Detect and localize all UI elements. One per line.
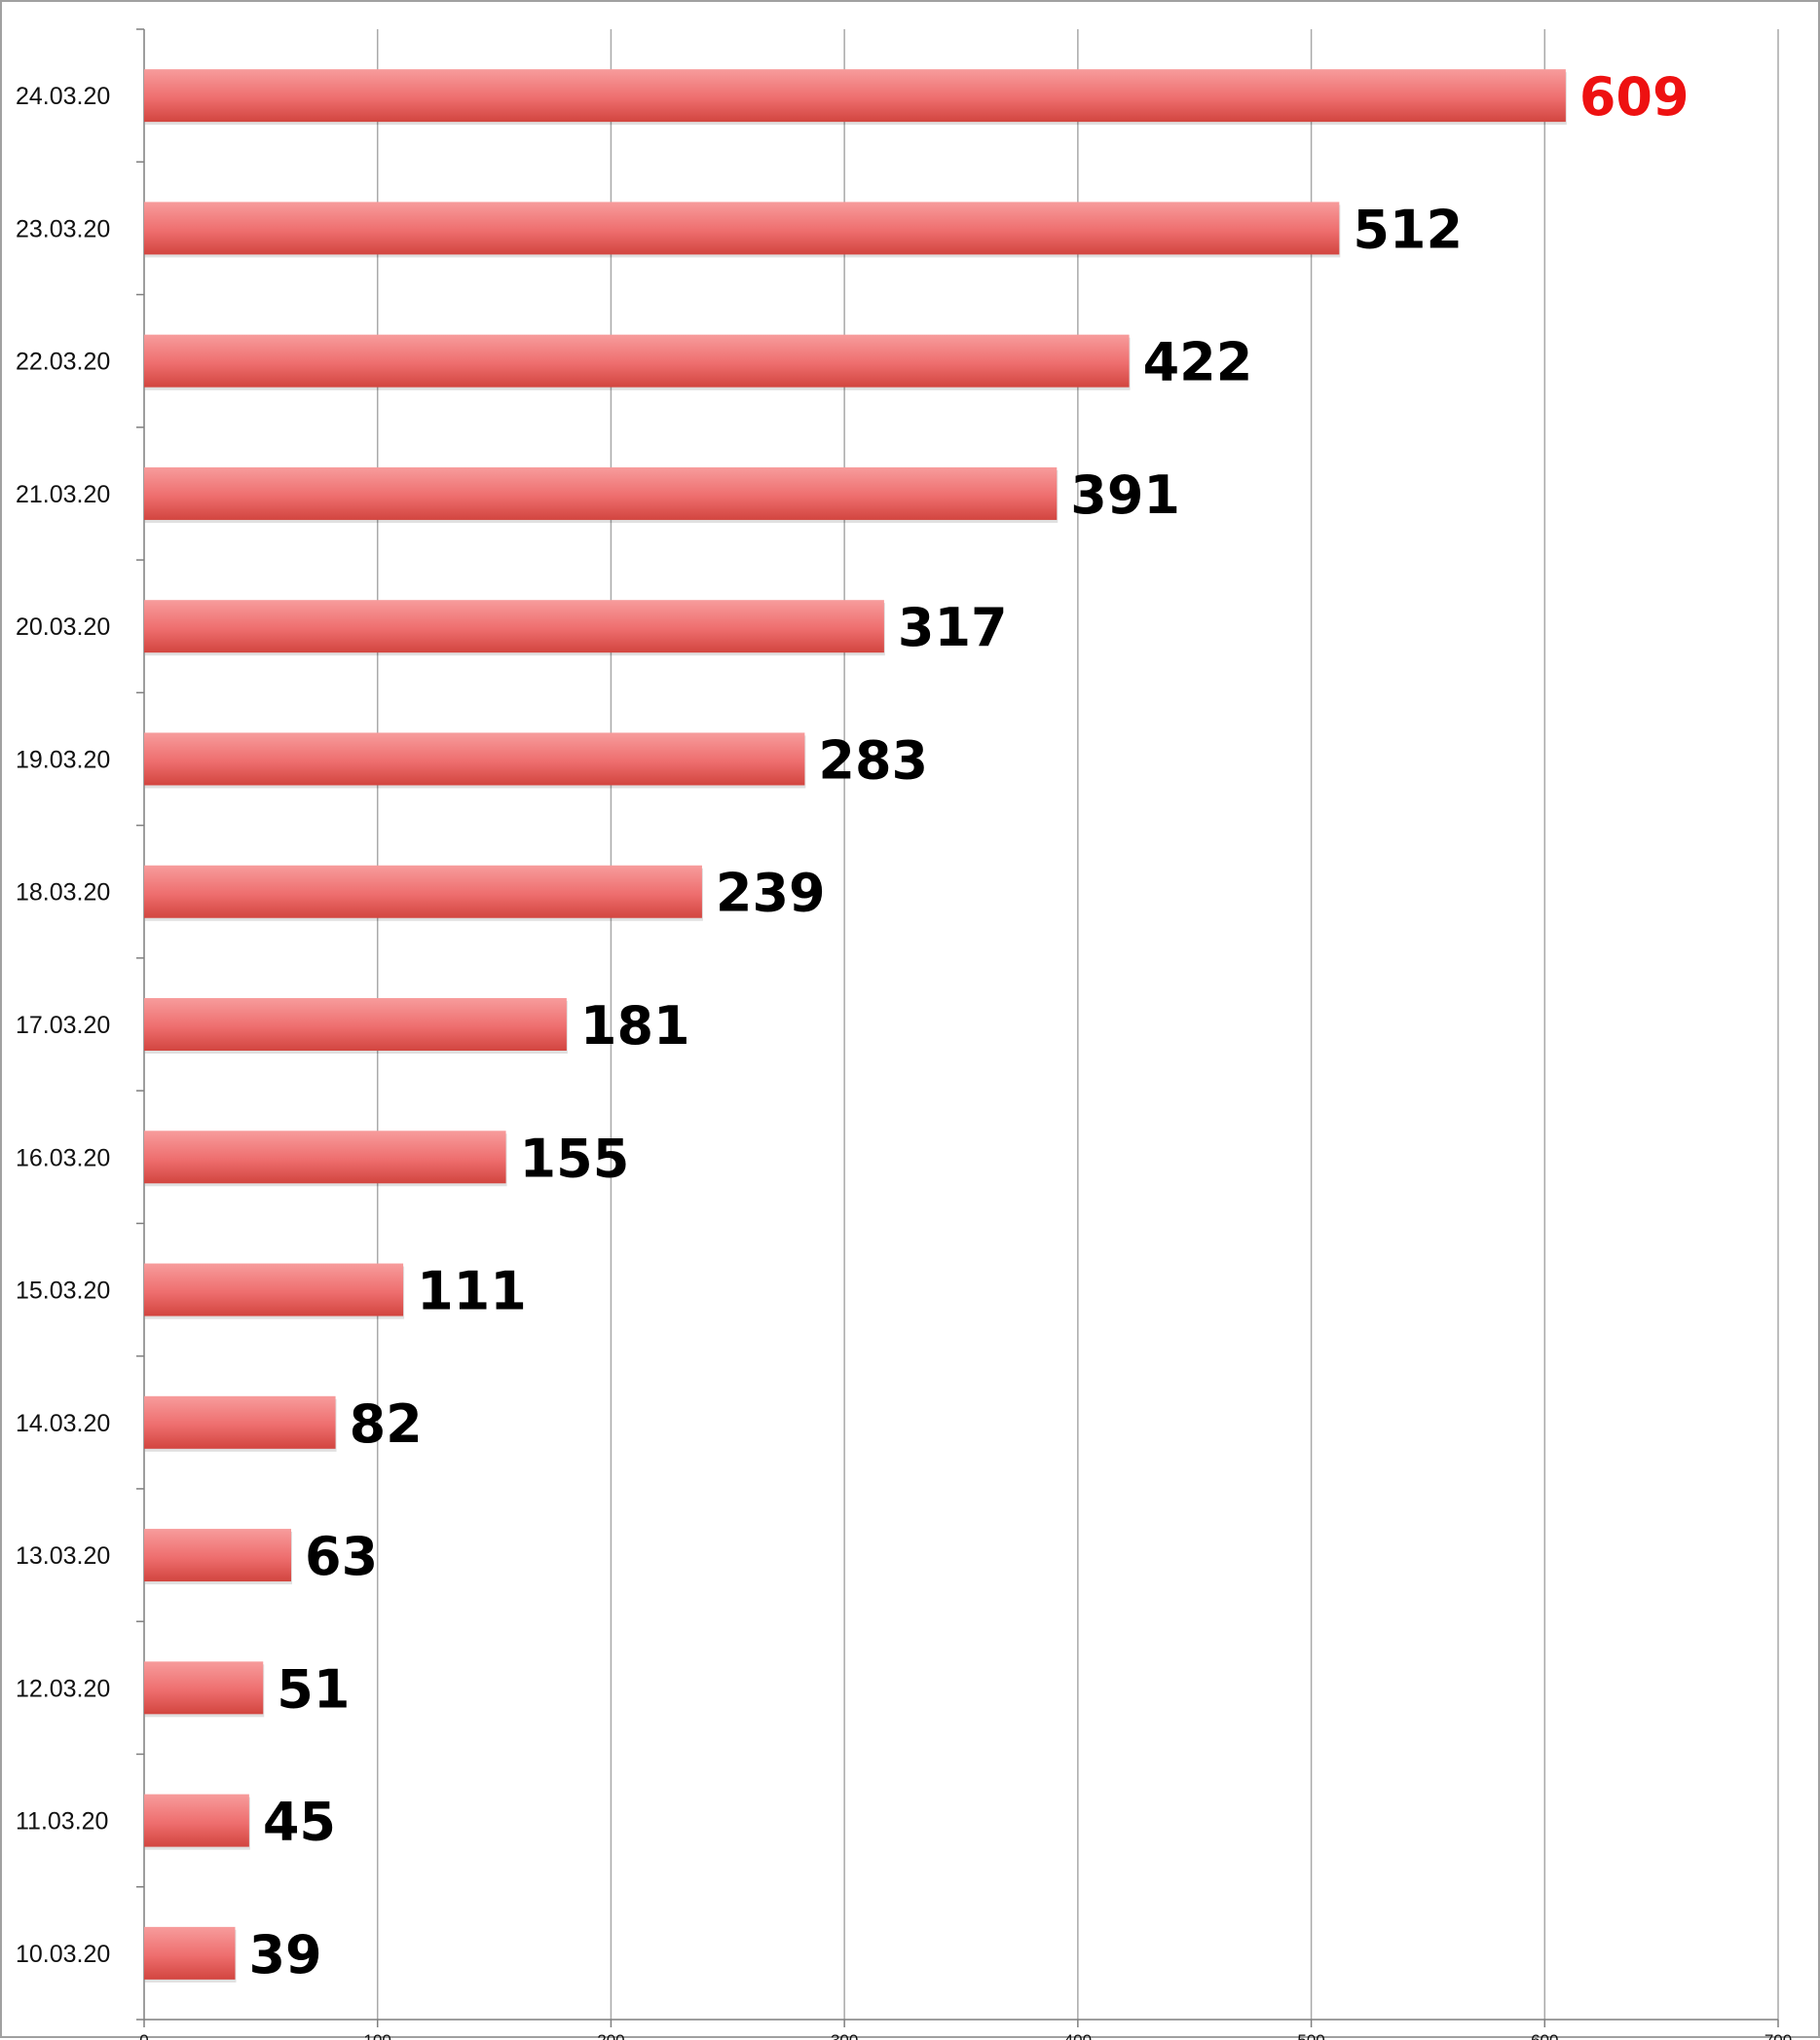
bar xyxy=(144,1926,236,1980)
bar xyxy=(144,600,884,653)
y-category-label: 10.03.20 xyxy=(16,1941,110,1968)
labels: 0 100 200 300 400 500 600 700 24.03.20 609 23.03.2… xyxy=(16,66,1792,2040)
bars xyxy=(144,69,1567,1983)
x-tick-label: 600 xyxy=(1531,2031,1558,2040)
data-label: 422 xyxy=(1143,332,1253,393)
data-label: 317 xyxy=(898,597,1008,658)
bar xyxy=(144,1661,264,1715)
data-label: 111 xyxy=(417,1261,527,1322)
x-tick-label: 100 xyxy=(364,2031,391,2040)
y-category-label: 22.03.20 xyxy=(16,349,110,376)
data-label: 82 xyxy=(350,1393,423,1455)
data-label: 609 xyxy=(1579,66,1690,128)
y-category-label: 16.03.20 xyxy=(16,1144,110,1171)
y-category-label: 12.03.20 xyxy=(16,1675,110,1702)
y-category-label: 14.03.20 xyxy=(16,1410,110,1437)
y-category-label: 15.03.20 xyxy=(16,1278,110,1305)
y-category-label: 23.03.20 xyxy=(16,215,110,242)
data-label: 512 xyxy=(1353,199,1463,260)
data-label: 51 xyxy=(277,1658,350,1720)
data-label: 239 xyxy=(716,863,826,924)
y-category-label: 20.03.20 xyxy=(16,613,110,641)
bar xyxy=(144,69,1566,123)
x-tick-label: 0 xyxy=(139,2031,148,2040)
bar xyxy=(144,998,567,1051)
y-category-label: 11.03.20 xyxy=(16,1808,108,1836)
data-label: 63 xyxy=(305,1526,378,1587)
data-label: 45 xyxy=(263,1792,336,1853)
bar xyxy=(144,1131,506,1184)
y-category-label: 13.03.20 xyxy=(16,1542,110,1570)
bar xyxy=(144,865,702,918)
bar xyxy=(144,1794,249,1847)
bar xyxy=(144,202,1340,255)
x-tick-label: 700 xyxy=(1764,2031,1792,2040)
x-tick-label: 300 xyxy=(831,2031,858,2040)
data-label: 181 xyxy=(580,995,690,1057)
data-label: 391 xyxy=(1070,464,1180,526)
y-category-label: 19.03.20 xyxy=(16,746,110,773)
bar xyxy=(144,1529,292,1582)
y-category-label: 17.03.20 xyxy=(16,1012,110,1039)
data-label: 283 xyxy=(818,729,928,791)
x-tick-label: 500 xyxy=(1297,2031,1324,2040)
y-category-label: 18.03.20 xyxy=(16,879,110,907)
bar xyxy=(144,334,1130,388)
bar xyxy=(144,732,805,786)
bar xyxy=(144,466,1058,520)
bar xyxy=(144,1263,404,1317)
bar xyxy=(144,1395,336,1449)
y-category-label: 24.03.20 xyxy=(16,83,110,110)
x-tick-label: 200 xyxy=(597,2031,624,2040)
x-tick-label: 400 xyxy=(1064,2031,1092,2040)
data-label: 39 xyxy=(248,1924,321,1985)
y-category-label: 21.03.20 xyxy=(16,481,110,508)
data-label: 155 xyxy=(520,1128,630,1189)
